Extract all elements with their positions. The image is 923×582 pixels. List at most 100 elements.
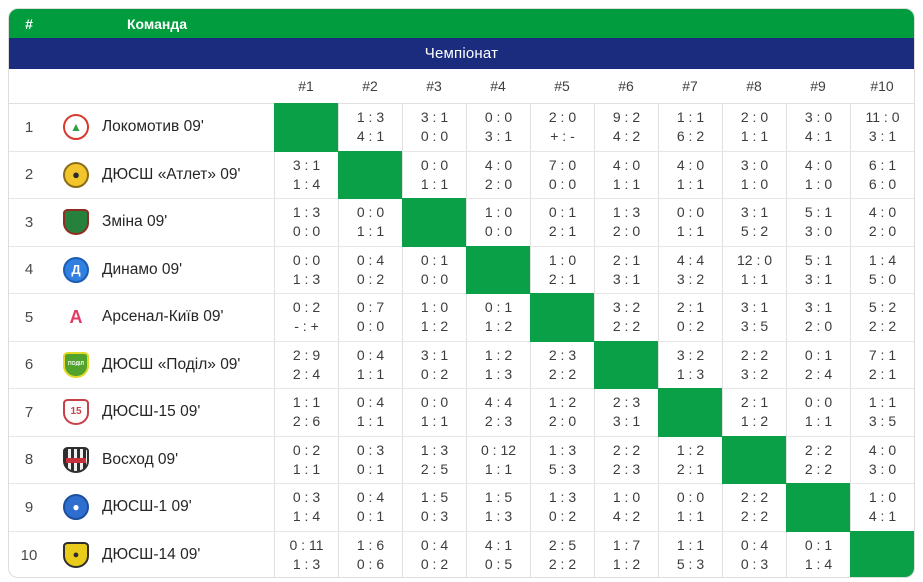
score-line: 1 : 3 [292, 556, 321, 573]
team-logo-glyph: ● [72, 167, 80, 183]
score-line: 0 : 0 [484, 109, 513, 126]
score-line: 2 : 1 [676, 460, 705, 477]
score-cell: 1 : 4 5 : 0 [850, 246, 914, 293]
table-row: 5 А Арсенал-Київ 09' 0 : 2 - : + 0 : 7 0 : 0 1 … [9, 293, 914, 342]
score-line: 0 : 2 [356, 270, 385, 287]
score-cell: 3 : 1 0 : 0 [402, 104, 466, 151]
score-line: 5 : 2 [740, 223, 769, 240]
score-cell: 0 : 1 2 : 4 [786, 341, 850, 388]
table-row: 9 ● ДЮСШ-1 09' 0 : 3 1 : 4 0 : 4 0 : 1 1 : 5 0 :… [9, 483, 914, 532]
team-logo-glyph: ▲ [70, 120, 82, 135]
score-cell: 0 : 0 1 : 1 [786, 389, 850, 436]
score-cell: 1 : 0 2 : 1 [530, 246, 594, 293]
team-logo-glyph: Д [71, 262, 81, 278]
team-logo-icon [63, 446, 89, 473]
score-line: 0 : 2 [420, 556, 449, 573]
score-line: 3 : 1 [612, 413, 641, 430]
score-line: 2 : 2 [740, 489, 769, 506]
diagonal-cell [338, 150, 402, 199]
score-line: 6 : 2 [676, 128, 705, 145]
championship-bar: Чемпіонат [9, 38, 914, 69]
score-line: 1 : 0 [548, 251, 577, 268]
score-cell: 0 : 1 2 : 1 [530, 199, 594, 246]
score-line: 5 : 0 [868, 270, 897, 287]
score-cell: 0 : 4 1 : 1 [338, 389, 402, 436]
table-row: 8 Восход 09' 0 : 2 1 : 1 0 : 3 0 : 1 1 : 3 2 : … [9, 435, 914, 484]
score-line: 2 : 3 [612, 394, 641, 411]
score-cell: 0 : 1 1 : 4 [786, 531, 850, 577]
diagonal-cell [274, 103, 338, 152]
score-line: 2 : 2 [868, 318, 897, 335]
score-line: 1 : 4 [868, 251, 897, 268]
score-line: - : + [294, 318, 319, 335]
score-line: 4 : 2 [612, 128, 641, 145]
team-cell: 7 15 ДЮСШ-15 09' [9, 389, 274, 436]
score-cell: 1 : 5 0 : 3 [402, 484, 466, 531]
score-line: 1 : 1 [612, 175, 641, 192]
team-logo-icon: ● [63, 542, 89, 569]
score-line: 1 : 1 [356, 365, 385, 382]
score-cell: 0 : 2 1 : 1 [274, 436, 338, 483]
score-line: 2 : 5 [548, 537, 577, 554]
score-line: 3 : 1 [868, 128, 897, 145]
score-line: 1 : 1 [420, 175, 449, 192]
score-cell: 7 : 1 2 : 1 [850, 341, 914, 388]
score-line: 3 : 1 [420, 109, 449, 126]
score-cell: 0 : 7 0 : 0 [338, 294, 402, 341]
score-cell: 5 : 1 3 : 1 [786, 246, 850, 293]
score-line: 0 : 0 [356, 318, 385, 335]
column-header: #2 [362, 78, 378, 94]
score-cell: 2 : 9 2 : 4 [274, 341, 338, 388]
score-cell: 4 : 4 3 : 2 [658, 246, 722, 293]
score-line: 4 : 1 [356, 128, 385, 145]
score-line: 0 : 0 [420, 270, 449, 287]
score-line: 3 : 0 [804, 109, 833, 126]
score-cell: 5 : 2 2 : 2 [850, 294, 914, 341]
score-cell: 2 : 2 2 : 2 [722, 484, 786, 531]
score-line: 4 : 0 [804, 156, 833, 173]
score-line: 4 : 1 [484, 537, 513, 554]
score-line: 0 : 0 [676, 204, 705, 221]
team-rank: 1 [24, 118, 34, 136]
score-line: 3 : 5 [740, 318, 769, 335]
team-logo-glyph: 15 [70, 406, 82, 418]
score-line: 3 : 0 [804, 223, 833, 240]
score-cell: 3 : 1 2 : 0 [786, 294, 850, 341]
team-name: Зміна 09' [102, 213, 168, 231]
score-line: 1 : 3 [612, 204, 641, 221]
column-header: #8 [746, 78, 762, 94]
score-line: 7 : 0 [548, 156, 577, 173]
score-line: 2 : 2 [548, 365, 577, 382]
score-cell: 1 : 3 4 : 1 [338, 104, 402, 151]
score-line: 3 : 1 [420, 346, 449, 363]
score-line: 4 : 4 [676, 251, 705, 268]
score-line: 1 : 1 [676, 175, 705, 192]
team-cell: 10 ● ДЮСШ-14 09' [9, 532, 274, 578]
score-line: 5 : 2 [868, 299, 897, 316]
score-cell: 9 : 2 4 : 2 [594, 104, 658, 151]
rank-column-header: # [25, 15, 33, 32]
score-line: 4 : 2 [612, 508, 641, 525]
score-line: 0 : 0 [292, 251, 321, 268]
score-line: 0 : 12 [480, 441, 517, 458]
score-line: 4 : 0 [484, 156, 513, 173]
score-line: 3 : 1 [740, 204, 769, 221]
score-cell: 2 : 5 2 : 2 [530, 531, 594, 577]
score-line: 2 : 2 [612, 441, 641, 458]
score-line: 0 : 1 [356, 460, 385, 477]
table-row: 7 15 ДЮСШ-15 09' 1 : 1 2 : 6 0 : 4 1 : 1 0 : 0 1… [9, 388, 914, 437]
score-line: 0 : 3 [740, 556, 769, 573]
team-logo-glyph: ПОДІЛ [68, 361, 84, 368]
score-line: 1 : 0 [420, 299, 449, 316]
score-line: 1 : 1 [356, 223, 385, 240]
score-cell: 3 : 1 0 : 2 [402, 341, 466, 388]
column-header: #10 [870, 78, 894, 94]
score-cell: 0 : 1 0 : 0 [402, 246, 466, 293]
score-line: 2 : 2 [740, 346, 769, 363]
score-line: 5 : 3 [676, 556, 705, 573]
score-cell: 2 : 1 1 : 2 [722, 389, 786, 436]
table-row: 10 ● ДЮСШ-14 09' 0 : 11 1 : 3 1 : 6 0 : 6 0 : 4… [9, 530, 914, 578]
score-line: 1 : 3 [292, 270, 321, 287]
